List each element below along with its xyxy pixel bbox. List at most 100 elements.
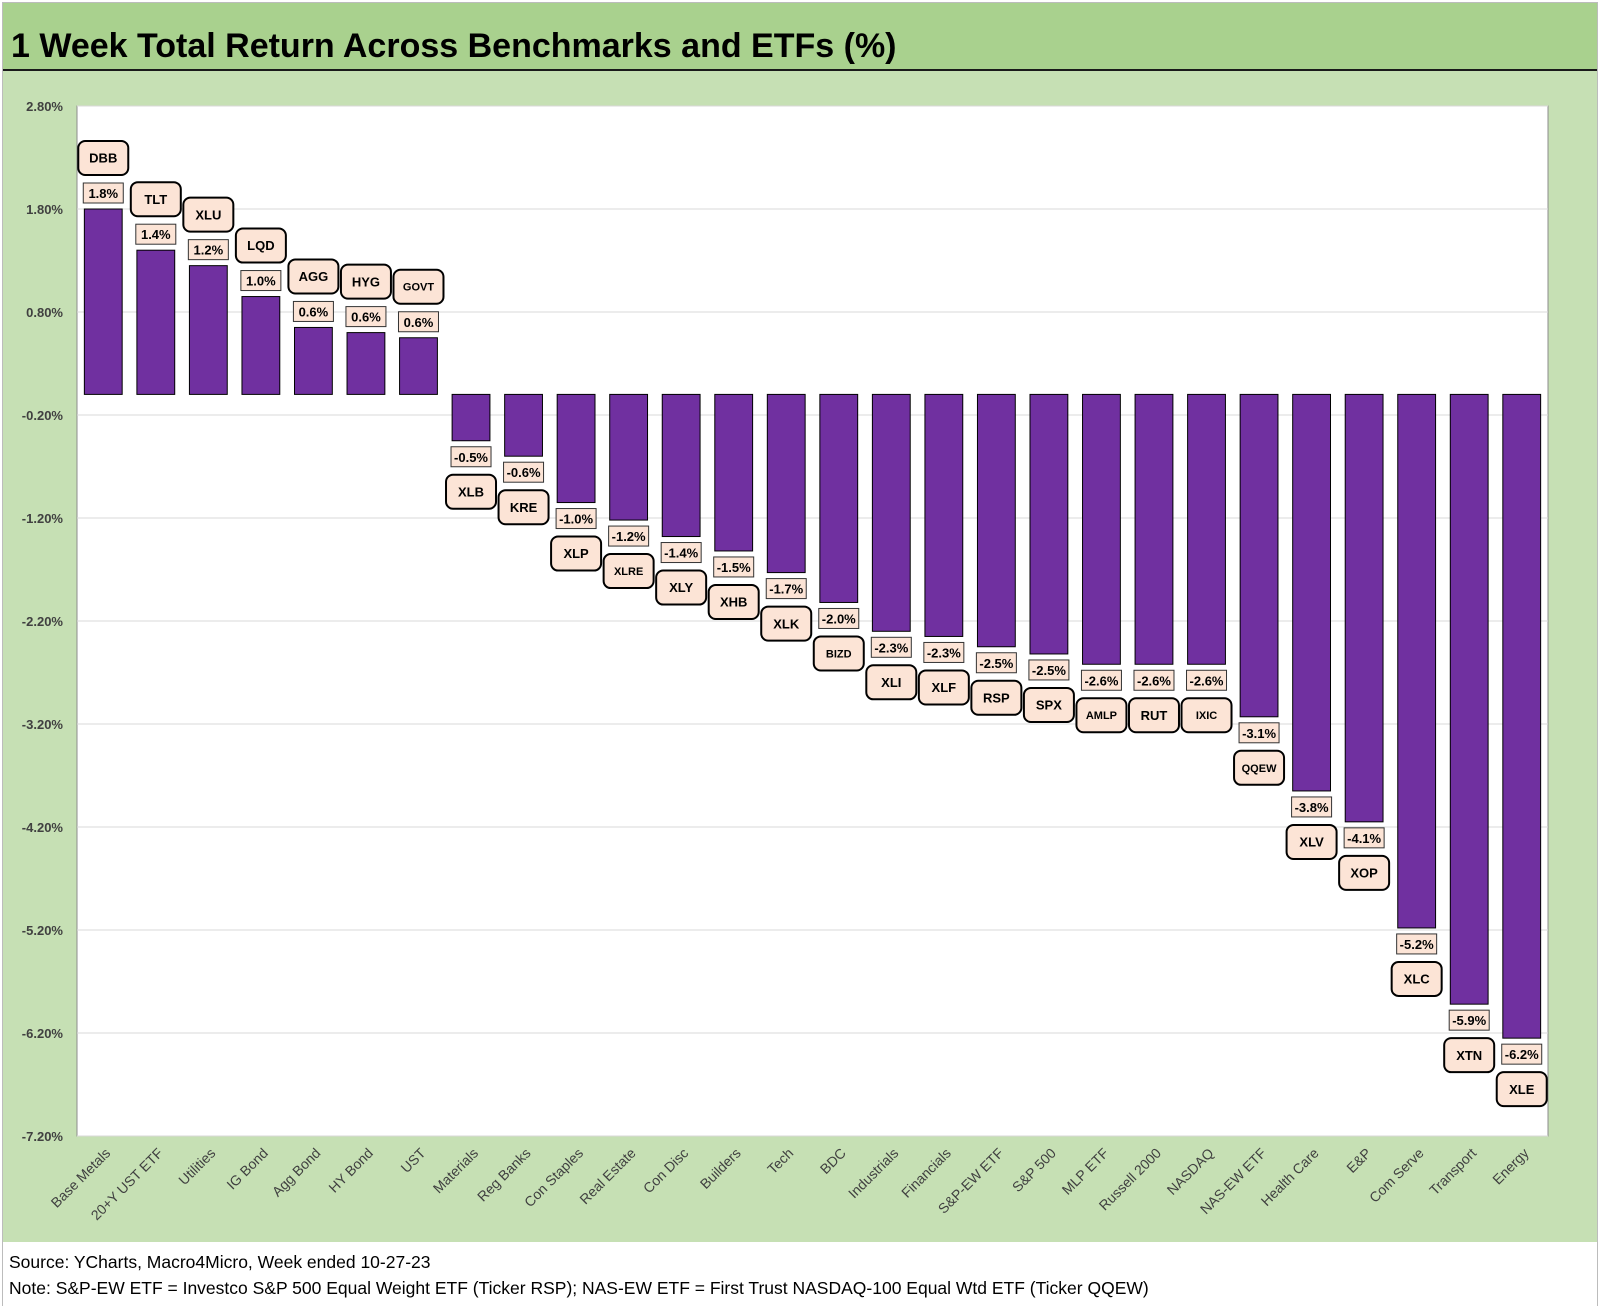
value-label-box bbox=[713, 556, 755, 578]
ticker-callout bbox=[339, 263, 392, 300]
value-label-box bbox=[923, 641, 965, 663]
value-label-box bbox=[292, 300, 334, 322]
value-label-box bbox=[240, 270, 282, 292]
bar bbox=[714, 393, 754, 552]
bar bbox=[1292, 393, 1332, 792]
value-label-box bbox=[870, 636, 912, 658]
ticker-callout bbox=[1022, 686, 1075, 723]
bar bbox=[241, 296, 281, 395]
ticker-label: AMLP bbox=[1086, 710, 1117, 722]
value-label-box bbox=[503, 461, 545, 483]
ticker-label: XLI bbox=[881, 675, 901, 690]
value-label-box bbox=[1186, 669, 1228, 691]
value-label-box bbox=[1448, 1009, 1490, 1031]
value-label-box bbox=[555, 508, 597, 530]
x-tick-label: NASDAQ bbox=[1164, 1145, 1217, 1198]
ticker-callout bbox=[77, 140, 130, 176]
x-tick-label: Energy bbox=[1489, 1145, 1532, 1188]
value-label: 0.6% bbox=[299, 304, 329, 319]
ticker-label: SPX bbox=[1036, 698, 1062, 713]
bar bbox=[346, 332, 386, 395]
x-tick-label: MLP ETF bbox=[1059, 1145, 1112, 1198]
ticker-callout bbox=[1180, 697, 1233, 734]
bar bbox=[83, 208, 123, 395]
bar bbox=[661, 393, 701, 538]
value-label-box bbox=[397, 311, 439, 333]
y-tick-label: -0.20% bbox=[22, 408, 64, 423]
value-label: -5.9% bbox=[1452, 1013, 1486, 1028]
ticker-label: IXIC bbox=[1196, 710, 1217, 722]
value-label: -0.6% bbox=[507, 465, 541, 480]
ticker-label: XLRE bbox=[614, 566, 643, 578]
bar bbox=[504, 393, 543, 457]
ticker-label: GOVT bbox=[403, 282, 434, 294]
ticker-callout bbox=[550, 535, 603, 572]
value-label: -2.5% bbox=[1032, 663, 1066, 678]
ticker-callout bbox=[1338, 854, 1391, 891]
x-tick-label: Utilities bbox=[175, 1145, 218, 1188]
value-label: -3.8% bbox=[1295, 800, 1329, 815]
ticker-label: RUT bbox=[1141, 708, 1168, 723]
ticker-callout bbox=[497, 489, 550, 526]
ticker-label: BIZD bbox=[826, 648, 852, 660]
x-tick-label: BDC bbox=[817, 1145, 849, 1177]
value-label: -0.5% bbox=[454, 450, 488, 465]
source-note: Source: YCharts, Macro4Micro, Week ended… bbox=[9, 1252, 431, 1272]
value-label-box bbox=[1080, 669, 1122, 691]
value-label: -3.1% bbox=[1242, 726, 1276, 741]
value-label: -4.1% bbox=[1347, 831, 1381, 846]
x-tick-label: Industrials bbox=[845, 1145, 901, 1201]
y-tick-label: -1.20% bbox=[22, 511, 64, 526]
ticker-callout bbox=[1443, 1037, 1496, 1074]
x-tick-label: Builders bbox=[697, 1145, 744, 1192]
ticker-label: HYG bbox=[352, 274, 380, 289]
y-tick-label: 0.80% bbox=[26, 305, 63, 320]
ticker-callout bbox=[760, 605, 813, 642]
ticker-label: XTN bbox=[1456, 1048, 1482, 1063]
value-label: -1.7% bbox=[769, 582, 803, 597]
ticker-callout bbox=[1075, 697, 1128, 734]
x-tick-label: Com Serve bbox=[1366, 1145, 1427, 1206]
ticker-callout bbox=[970, 679, 1023, 716]
bar bbox=[924, 393, 964, 637]
ticker-callout bbox=[129, 181, 182, 218]
value-label: 0.6% bbox=[404, 315, 434, 330]
ticker-callout bbox=[1495, 1071, 1548, 1108]
x-tick-label: Materials bbox=[430, 1145, 481, 1196]
ticker-callout bbox=[655, 569, 708, 606]
ticker-callout bbox=[1127, 697, 1180, 734]
ticker-callout bbox=[287, 258, 340, 295]
x-tick-label: Financials bbox=[898, 1145, 954, 1201]
value-label: -2.6% bbox=[1137, 673, 1171, 688]
bar bbox=[1502, 393, 1542, 1039]
value-label-box bbox=[608, 525, 650, 547]
y-tick-label: -7.20% bbox=[22, 1129, 64, 1144]
bar bbox=[1134, 393, 1174, 665]
value-label-box bbox=[450, 446, 492, 468]
ticker-label: TLT bbox=[144, 192, 167, 207]
value-label-box bbox=[765, 578, 807, 600]
ticker-label: XLF bbox=[932, 680, 957, 695]
value-label: -2.6% bbox=[1084, 673, 1118, 688]
bar bbox=[609, 393, 649, 521]
value-label-box bbox=[1501, 1043, 1543, 1065]
value-label-box bbox=[345, 306, 387, 328]
ticker-callout bbox=[865, 664, 918, 701]
value-label: -2.5% bbox=[979, 656, 1013, 671]
ticker-label: XLP bbox=[563, 546, 589, 561]
definition-note: Note: S&P-EW ETF = Investco S&P 500 Equa… bbox=[9, 1278, 1149, 1298]
ticker-label: XLB bbox=[458, 484, 484, 499]
x-tick-label: Agg Bond bbox=[269, 1145, 324, 1200]
value-label: -2.6% bbox=[1190, 673, 1224, 688]
x-tick-label: Real Estate bbox=[576, 1145, 639, 1208]
bar bbox=[293, 326, 333, 395]
value-label: -1.0% bbox=[559, 512, 593, 527]
bar bbox=[1082, 393, 1121, 665]
y-tick-label: -5.20% bbox=[22, 923, 64, 938]
x-tick-label: UST bbox=[397, 1144, 428, 1175]
title-bar: 1 Week Total Return Across Benchmarks an… bbox=[3, 3, 1597, 71]
value-label: -2.3% bbox=[927, 645, 961, 660]
value-label: 1.8% bbox=[88, 186, 118, 201]
value-label-box bbox=[135, 223, 177, 245]
